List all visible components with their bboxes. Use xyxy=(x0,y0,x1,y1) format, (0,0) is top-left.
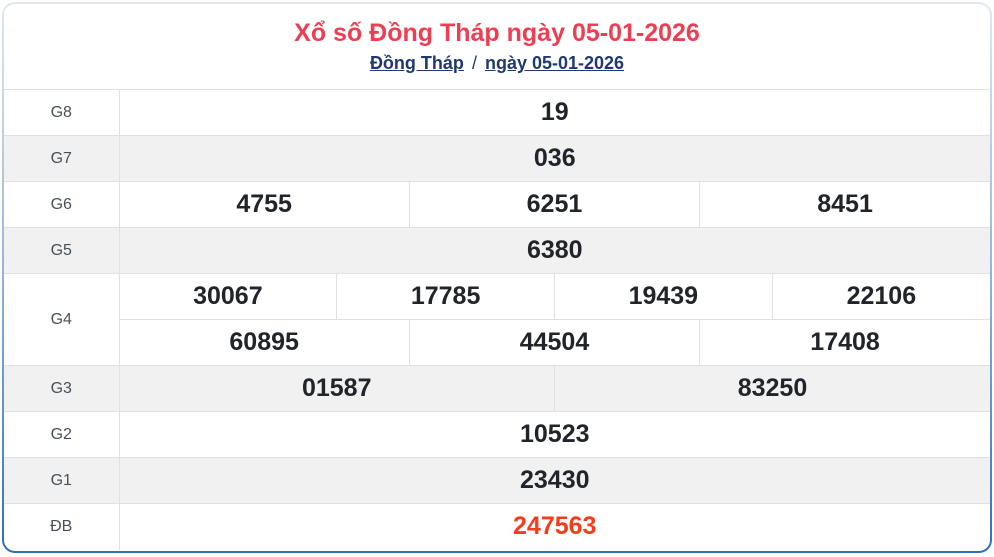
prize-value: 8451 xyxy=(699,181,990,228)
prize-label-g5: G5 xyxy=(4,227,120,274)
prize-label-g2: G2 xyxy=(4,411,120,458)
date-link[interactable]: ngày 05-01-2026 xyxy=(484,53,625,73)
prize-value: 01587 xyxy=(118,365,555,412)
prize-value: 6251 xyxy=(408,181,701,228)
prize-row-g8: G8 19 xyxy=(4,89,990,136)
prize-label-g3: G3 xyxy=(4,365,120,412)
results-table: G8 19 G7 036 G6 4755 6251 8451 G5 6380 G… xyxy=(4,89,990,550)
prize-value: 17408 xyxy=(699,319,990,366)
prize-row-g2: G2 10523 xyxy=(4,411,990,458)
prize-value: 22106 xyxy=(771,273,990,320)
prize-value: 23430 xyxy=(118,457,990,504)
prize-label-g1: G1 xyxy=(4,457,120,504)
prize-value: 17785 xyxy=(336,273,555,320)
prize-value: 83250 xyxy=(553,365,990,412)
prize-row-g3: G3 01587 83250 xyxy=(4,365,990,412)
page-title: Xổ số Đồng Tháp ngày 05-01-2026 xyxy=(294,19,700,47)
prize-row-g4-line2: 60895 44504 17408 xyxy=(4,319,990,366)
prize-value: 036 xyxy=(118,135,990,182)
prize-row-g7: G7 036 xyxy=(4,135,990,182)
prize-row-g4-line1: G4 30067 17785 19439 22106 xyxy=(4,273,990,366)
prize-value: 6380 xyxy=(118,227,990,274)
prize-value: 19 xyxy=(118,89,990,136)
prize-label-g7: G7 xyxy=(4,135,120,182)
prize-label-db: ĐB xyxy=(4,503,120,550)
province-link[interactable]: Đồng Tháp xyxy=(369,53,464,73)
prize-row-db: ĐB 247563 xyxy=(4,503,990,550)
prize-value: 30067 xyxy=(118,273,338,320)
prize-label-g6: G6 xyxy=(4,181,120,228)
breadcrumb: Đồng Tháp / ngày 05-01-2026 xyxy=(4,50,990,77)
card-header: Xổ số Đồng Tháp ngày 05-01-2026 Đồng Thá… xyxy=(4,4,990,89)
prize-value: 44504 xyxy=(408,319,701,366)
prize-value: 19439 xyxy=(553,273,773,320)
breadcrumb-separator: / xyxy=(471,53,477,73)
prize-value: 4755 xyxy=(118,181,410,228)
prize-row-g1: G1 23430 xyxy=(4,457,990,504)
lottery-results-card: Xổ số Đồng Tháp ngày 05-01-2026 Đồng Thá… xyxy=(4,4,990,551)
prize-row-g5: G5 6380 xyxy=(4,227,990,274)
prize-value: 10523 xyxy=(118,411,990,458)
prize-row-g6: G6 4755 6251 8451 xyxy=(4,181,990,228)
prize-label-g8: G8 xyxy=(4,89,120,136)
prize-value: 60895 xyxy=(119,319,410,366)
prize-label-g4: G4 xyxy=(4,273,120,366)
special-prize-value: 247563 xyxy=(118,503,990,550)
